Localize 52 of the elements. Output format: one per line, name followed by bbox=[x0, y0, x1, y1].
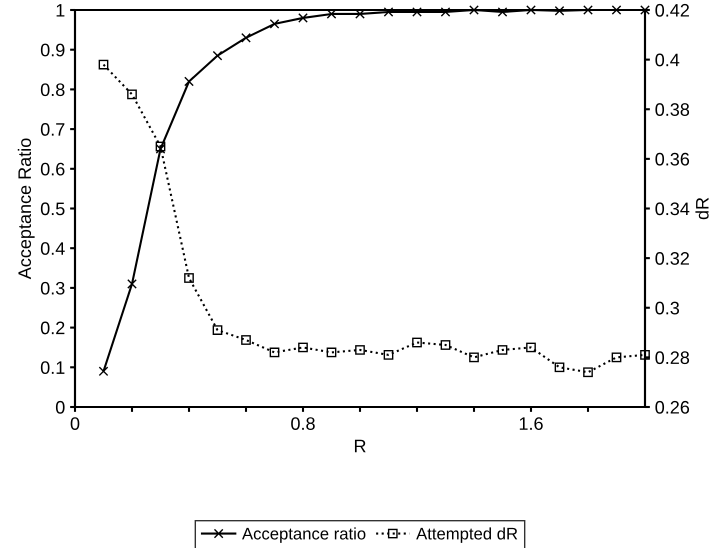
point bbox=[498, 345, 508, 355]
point bbox=[554, 6, 564, 16]
point bbox=[612, 352, 622, 362]
y2-tick-label: 0.42 bbox=[655, 4, 689, 17]
y2-tick-label: 0.32 bbox=[655, 252, 689, 265]
point bbox=[440, 340, 450, 350]
point bbox=[298, 342, 308, 352]
y-tick-label: 0.4 bbox=[40, 242, 65, 255]
y-tick-label: 0.7 bbox=[40, 123, 64, 136]
point bbox=[156, 142, 166, 152]
point bbox=[583, 367, 593, 378]
point bbox=[270, 348, 280, 358]
legend-label: Attempted dR bbox=[416, 527, 518, 543]
point bbox=[98, 60, 108, 70]
y-tick-label: 0.5 bbox=[40, 202, 65, 216]
point bbox=[298, 13, 308, 23]
point bbox=[241, 32, 251, 43]
y-tick-label: 0.9 bbox=[40, 44, 64, 56]
point bbox=[412, 338, 422, 348]
point bbox=[98, 366, 108, 376]
x-tick-label: 0.8 bbox=[291, 417, 315, 430]
y-axis-title: Acceptance Ratio bbox=[18, 138, 35, 280]
y2-tick-label: 0.36 bbox=[655, 152, 690, 166]
point bbox=[127, 90, 137, 100]
y-tick-label: 0.8 bbox=[40, 83, 64, 96]
y2-tick-label: 0.3 bbox=[655, 302, 680, 314]
y-tick-label: 0.6 bbox=[40, 162, 64, 176]
point bbox=[554, 362, 564, 372]
point bbox=[384, 350, 394, 360]
point bbox=[212, 325, 222, 335]
point bbox=[469, 352, 479, 362]
y-tick-label: 0.2 bbox=[40, 322, 64, 334]
y2-tick-label: 0.4 bbox=[655, 54, 680, 66]
point bbox=[355, 345, 365, 355]
y2-tick-label: 0.28 bbox=[655, 351, 690, 364]
y-tick-label: 1 bbox=[56, 4, 64, 17]
point bbox=[326, 348, 336, 358]
point bbox=[526, 342, 536, 352]
point bbox=[640, 350, 650, 360]
legend-label: Acceptance ratio bbox=[242, 527, 366, 543]
y-tick-label: 0 bbox=[56, 400, 65, 414]
y2-axis-title: dR bbox=[695, 198, 709, 220]
y2-tick-label: 0.26 bbox=[655, 400, 690, 414]
x-tick-label: 1.6 bbox=[520, 417, 543, 430]
y2-tick-label: 0.38 bbox=[655, 103, 690, 116]
y-tick-label: 0.3 bbox=[40, 282, 64, 295]
x-axis-title: R bbox=[354, 440, 366, 452]
y2-tick-label: 0.34 bbox=[655, 202, 690, 216]
point bbox=[241, 335, 251, 345]
y-tick-label: 0.1 bbox=[40, 361, 64, 374]
point bbox=[184, 273, 194, 283]
x-tick-label: 0 bbox=[70, 417, 80, 430]
